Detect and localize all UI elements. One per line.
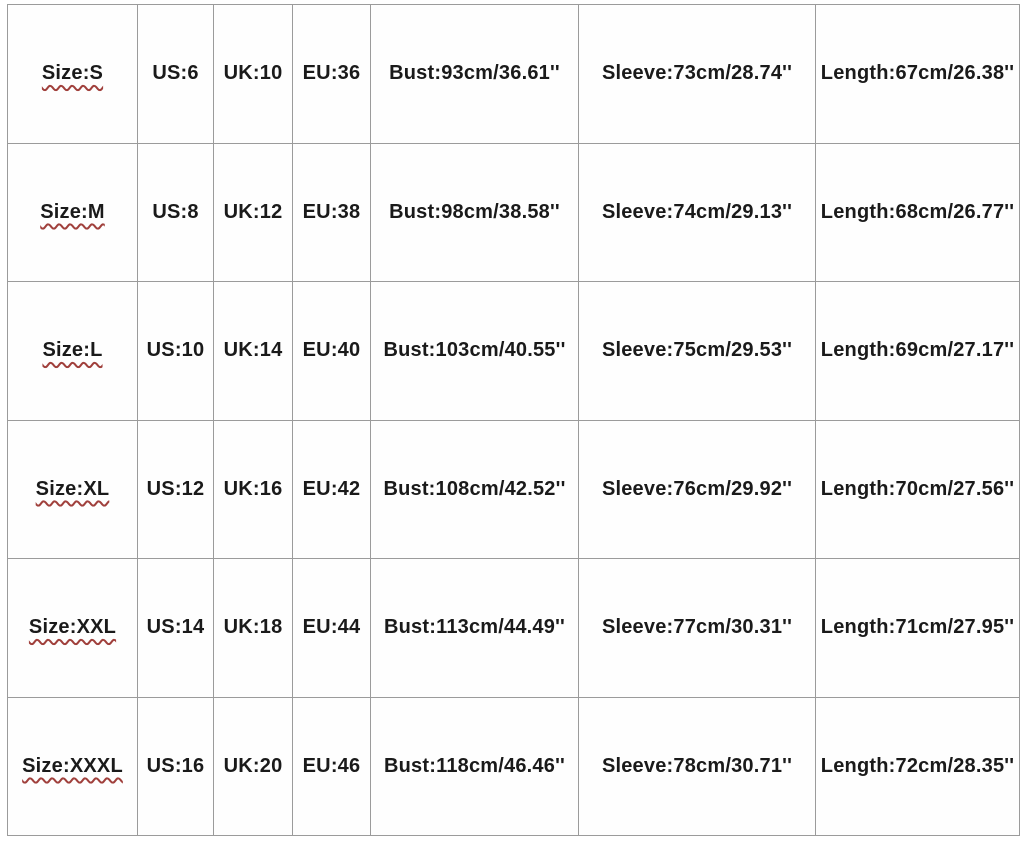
cell-bust: Bust:103cm/40.55'' <box>370 281 579 421</box>
cell-sleeve: Sleeve:73cm/28.74'' <box>578 4 816 144</box>
cell-eu: EU:46 <box>292 696 371 836</box>
size-label: Size:L <box>42 339 103 362</box>
cell-us: US:16 <box>137 696 214 836</box>
cell-us: US:14 <box>137 558 214 698</box>
table-row: Size:S US:6 UK:10 EU:36 Bust:93cm/36.61'… <box>7 4 1020 144</box>
size-label: Size:XXXL <box>22 754 123 777</box>
cell-eu: EU:42 <box>292 419 371 559</box>
cell-uk: UK:16 <box>213 419 293 559</box>
cell-uk: UK:14 <box>213 281 293 421</box>
cell-size: Size:XL <box>7 419 138 559</box>
cell-uk: UK:20 <box>213 696 293 836</box>
cell-uk: UK:18 <box>213 558 293 698</box>
size-label: Size:S <box>41 62 104 85</box>
cell-size: Size:M <box>7 142 138 282</box>
table-row: Size:XXXL US:16 UK:20 EU:46 Bust:118cm/4… <box>7 696 1020 836</box>
cell-sleeve: Sleeve:75cm/29.53'' <box>578 281 816 421</box>
cell-size: Size:L <box>7 281 138 421</box>
size-chart-table: Size:S US:6 UK:10 EU:36 Bust:93cm/36.61'… <box>7 4 1020 836</box>
size-label: Size:M <box>40 200 105 223</box>
cell-sleeve: Sleeve:77cm/30.31'' <box>578 558 816 698</box>
cell-eu: EU:40 <box>292 281 371 421</box>
cell-us: US:8 <box>137 142 214 282</box>
cell-bust: Bust:113cm/44.49'' <box>370 558 579 698</box>
cell-bust: Bust:108cm/42.52'' <box>370 419 579 559</box>
cell-sleeve: Sleeve:74cm/29.13'' <box>578 142 816 282</box>
cell-bust: Bust:118cm/46.46'' <box>370 696 579 836</box>
cell-bust: Bust:98cm/38.58'' <box>370 142 579 282</box>
size-label: Size:XL <box>35 477 110 500</box>
cell-length: Length:67cm/26.38'' <box>815 4 1020 144</box>
cell-uk: UK:10 <box>213 4 293 144</box>
cell-length: Length:71cm/27.95'' <box>815 558 1020 698</box>
cell-size: Size:XXL <box>7 558 138 698</box>
cell-eu: EU:36 <box>292 4 371 144</box>
cell-size: Size:S <box>7 4 138 144</box>
cell-length: Length:69cm/27.17'' <box>815 281 1020 421</box>
cell-size: Size:XXXL <box>7 696 138 836</box>
table-row: Size:L US:10 UK:14 EU:40 Bust:103cm/40.5… <box>7 281 1020 421</box>
cell-length: Length:72cm/28.35'' <box>815 696 1020 836</box>
cell-bust: Bust:93cm/36.61'' <box>370 4 579 144</box>
cell-us: US:6 <box>137 4 214 144</box>
cell-eu: EU:38 <box>292 142 371 282</box>
cell-length: Length:70cm/27.56'' <box>815 419 1020 559</box>
cell-length: Length:68cm/26.77'' <box>815 142 1020 282</box>
table-row: Size:M US:8 UK:12 EU:38 Bust:98cm/38.58'… <box>7 142 1020 282</box>
table-row: Size:XL US:12 UK:16 EU:42 Bust:108cm/42.… <box>7 419 1020 559</box>
cell-sleeve: Sleeve:78cm/30.71'' <box>578 696 816 836</box>
cell-uk: UK:12 <box>213 142 293 282</box>
size-label: Size:XXL <box>28 616 117 639</box>
cell-sleeve: Sleeve:76cm/29.92'' <box>578 419 816 559</box>
cell-us: US:12 <box>137 419 214 559</box>
cell-eu: EU:44 <box>292 558 371 698</box>
cell-us: US:10 <box>137 281 214 421</box>
table-row: Size:XXL US:14 UK:18 EU:44 Bust:113cm/44… <box>7 558 1020 698</box>
